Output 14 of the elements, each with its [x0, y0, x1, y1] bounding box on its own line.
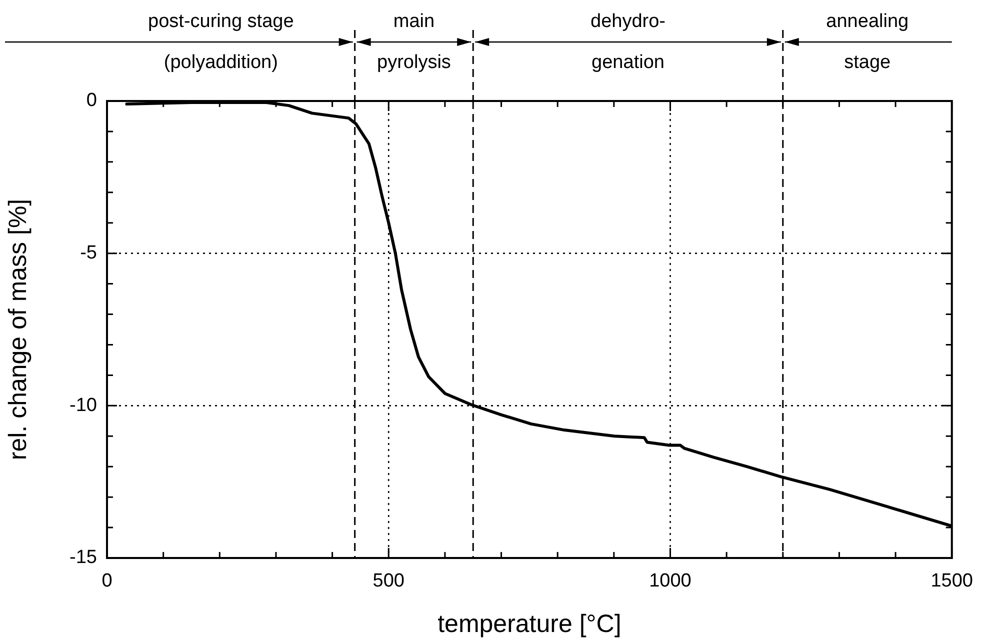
x-tick-label: 0: [102, 570, 112, 592]
x-tick-label: 1500: [930, 570, 974, 592]
x-axis-title: temperature [°C]: [438, 610, 622, 638]
text: post-curing stage (polyaddition): [148, 11, 294, 74]
text: annealing stage: [826, 11, 909, 74]
y-tick-label: 0: [86, 90, 97, 112]
text: main pyrolysis: [377, 11, 451, 74]
x-tick-label: 500: [372, 570, 404, 592]
y-tick-label: -5: [80, 242, 97, 264]
y-axis-title: rel. change of mass [%]: [4, 198, 32, 460]
text: dehydro- genation: [590, 11, 666, 74]
y-tick-label: -10: [70, 394, 97, 416]
x-tick-label: 1000: [649, 570, 692, 592]
y-tick-label: -15: [70, 547, 97, 568]
